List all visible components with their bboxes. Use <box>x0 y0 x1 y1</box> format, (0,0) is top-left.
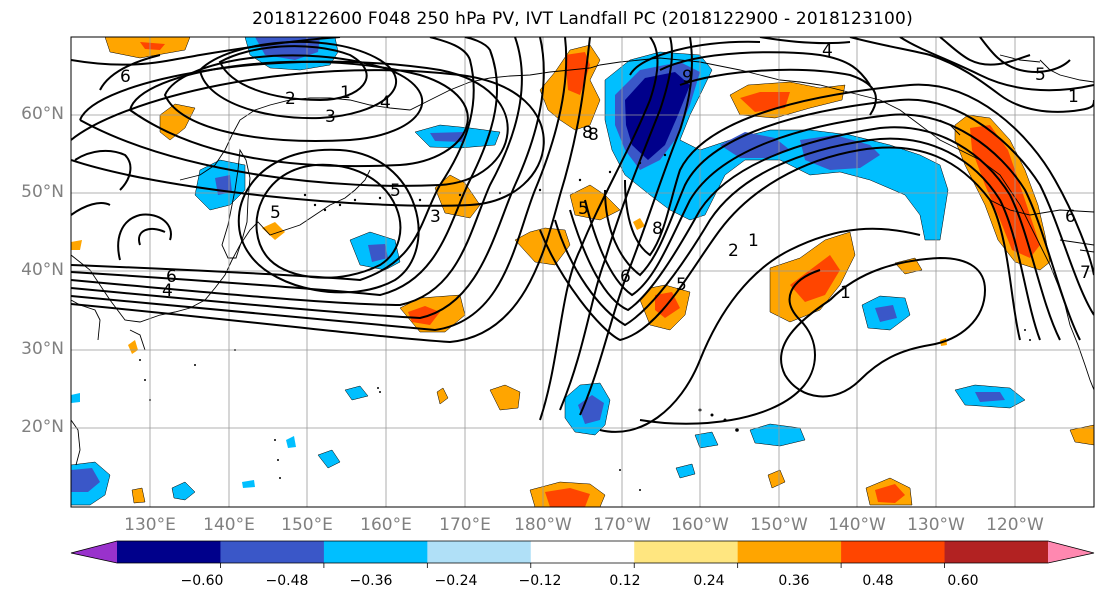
contour-label: 3 <box>430 207 441 227</box>
map-title: 2018122600 F048 250 hPa PV, IVT Landfall… <box>252 9 913 29</box>
contour-label: 1 <box>840 283 851 303</box>
lon-label: 160°E <box>360 515 412 535</box>
colorbar-segment <box>944 541 1049 563</box>
lon-label: 150°W <box>750 515 808 535</box>
contour-label: 5 <box>578 199 589 219</box>
contour-label: 1 <box>340 83 351 103</box>
colorbar-tick-label: −0.12 <box>518 573 562 589</box>
map-plot-area: 6 2 1 3 4 5 5 3 6 4 8 6 5 8 9 5 2 1 1 4 … <box>71 37 1094 507</box>
contour-labels: 6 2 1 3 4 5 5 3 6 4 8 6 5 8 9 5 2 1 1 4 … <box>120 41 1091 303</box>
contour-label: 9 <box>682 67 693 87</box>
lon-label: 130°W <box>907 515 965 535</box>
contour-label: 6 <box>120 67 131 87</box>
contour-label: 8 <box>588 125 599 145</box>
lon-label: 140°W <box>828 515 886 535</box>
contour-label: 4 <box>822 41 833 61</box>
contour-label: 2 <box>285 89 296 109</box>
lat-label: 20°N <box>21 417 64 437</box>
colorbar-segment <box>427 541 532 563</box>
colorbar-extend-high <box>1048 541 1094 563</box>
colorbar-segment <box>737 541 842 563</box>
lon-label: 140°E <box>203 515 255 535</box>
contour-label: 5 <box>676 275 687 295</box>
contour-label: 7 <box>1080 263 1091 283</box>
colorbar-tick-label: 0.36 <box>778 573 810 589</box>
contour-label: 6 <box>620 267 631 287</box>
colorbar-tick-label: −0.48 <box>265 573 309 589</box>
lon-label: 170°W <box>593 515 651 535</box>
contour-label: 6 <box>1065 207 1076 227</box>
map-frame <box>70 36 1095 508</box>
contour-label: 5 <box>1035 65 1046 85</box>
lat-label: 30°N <box>21 339 64 359</box>
colorbar-tick-label: 0.12 <box>609 573 641 589</box>
lon-label: 180°W <box>514 515 572 535</box>
island-chains <box>139 153 1031 491</box>
contour-label: 8 <box>582 123 593 143</box>
colorbar-segment <box>841 541 946 563</box>
pv-contours <box>71 37 1094 433</box>
contour-label: 5 <box>270 203 281 223</box>
graticule <box>71 37 1094 507</box>
colorbar-tick-label: −0.36 <box>349 573 393 589</box>
colorbar-segments <box>117 541 1049 568</box>
lon-label: 170°E <box>439 515 491 535</box>
contour-label: 5 <box>390 181 401 201</box>
contour-label: 4 <box>162 281 173 301</box>
colorbar-segment <box>117 541 221 563</box>
colorbar-tick-label: 0.48 <box>862 573 894 589</box>
colorbar-tick-label: 0.60 <box>947 573 979 589</box>
contour-label: 3 <box>325 107 336 127</box>
colorbar-segment <box>323 541 428 563</box>
contour-label: 6 <box>166 267 177 287</box>
colorbar-tick-label: −0.24 <box>434 573 478 589</box>
colorbar-outline <box>70 540 1095 564</box>
colorbar-segment <box>634 541 739 563</box>
lon-label: 120°W <box>986 515 1044 535</box>
lon-label: 130°E <box>124 515 176 535</box>
colorbar-tick-label: 0.24 <box>693 573 725 589</box>
lon-label: 150°E <box>281 515 333 535</box>
contour-label: 1 <box>1068 87 1079 107</box>
contour-label: 4 <box>380 93 391 113</box>
colorbar-extend-low <box>71 541 117 563</box>
colorbar <box>70 540 1095 568</box>
colorbar-segment <box>530 541 635 563</box>
lat-label: 60°N <box>21 104 64 124</box>
colorbar-segment <box>220 541 325 563</box>
lat-label: 50°N <box>21 182 64 202</box>
lon-label: 160°W <box>671 515 729 535</box>
contour-label: 1 <box>748 231 759 251</box>
contour-label: 2 <box>728 241 739 261</box>
lat-label: 40°N <box>21 260 64 280</box>
colorbar-tick-label: −0.60 <box>180 573 224 589</box>
contour-label: 8 <box>652 219 663 239</box>
